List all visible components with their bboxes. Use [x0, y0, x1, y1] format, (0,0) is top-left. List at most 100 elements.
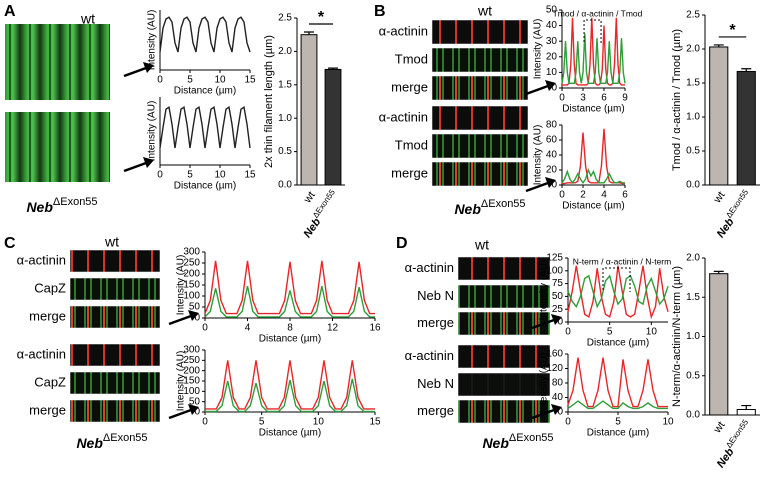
y-axis-label: Intensity (AU): [539, 353, 550, 414]
x-tick-label: 2: [580, 190, 586, 201]
pointer-arrow: [531, 408, 555, 420]
y-tick-label: 0: [194, 313, 200, 324]
category-label: wt: [711, 190, 728, 207]
y-tick-label: 2.5: [686, 10, 700, 21]
mutant-superscript: ΔExon55: [311, 187, 337, 219]
pointer-arrow-head: [551, 404, 562, 415]
channel-label: α-actinin: [379, 23, 428, 38]
x-tick-label: 6: [601, 93, 607, 104]
y-tick-label: 0.0: [686, 410, 700, 421]
mutant-label: NebΔExon55: [76, 432, 147, 451]
mutant-base: Neb: [26, 199, 53, 215]
error-bar: [713, 44, 724, 47]
y-tick-label: 1.0: [686, 112, 700, 123]
profile-line: [562, 128, 625, 185]
y-tick-label: 20: [546, 165, 558, 176]
x-tick-label: 10: [214, 75, 226, 86]
y-tick-label: 2.0: [278, 46, 292, 57]
y-tick-label: 0: [194, 407, 200, 418]
x-tick-label: 5: [615, 417, 621, 428]
bar: [324, 68, 342, 186]
y-tick-label: 125: [546, 253, 563, 264]
y-axis-label: Intensity (AU): [533, 125, 544, 186]
y-tick-label: 300: [183, 345, 200, 356]
micrograph: [431, 133, 529, 159]
y-tick-label: 50: [552, 291, 564, 302]
micrograph: [69, 343, 161, 367]
y-axis-label: Intensity (AU): [147, 101, 158, 162]
error-bar: [741, 68, 752, 72]
y-tick-label: 0.5: [686, 370, 700, 381]
profile-annotation: N-term / α-actinin / N-term: [573, 256, 671, 266]
x-axis-label: Distance (µm): [259, 428, 321, 439]
y-tick-label: 150: [183, 280, 200, 291]
channel-label: Neb N: [417, 376, 454, 391]
y-tick-label: 60: [546, 135, 558, 146]
x-axis-label: Distance (µm): [174, 86, 236, 97]
channel-label: merge: [391, 165, 428, 180]
micrograph: [431, 47, 529, 73]
y-tick-label: 0: [557, 317, 563, 328]
profile-annotation: Tmod / α-actinin / Tmod: [553, 8, 643, 18]
micrograph: [5, 112, 110, 182]
channel-label: α-actinin: [405, 348, 454, 363]
profile-line: [567, 274, 669, 309]
micrograph: [5, 24, 110, 100]
micrograph: [457, 311, 551, 336]
x-tick-label: 4: [601, 190, 607, 201]
annotation-bracket: [583, 19, 602, 44]
x-tick-label: 10: [214, 170, 226, 181]
profile-line: [159, 106, 251, 149]
bar: [709, 273, 729, 416]
channel-label: merge: [417, 403, 454, 418]
error-bar: [328, 67, 338, 70]
x-tick-label: 15: [244, 75, 256, 86]
wt-label: wt: [104, 234, 119, 250]
profile-line: [567, 265, 669, 320]
channel-label: α-actinin: [17, 346, 66, 361]
mutant-superscript: ΔExon55: [509, 432, 554, 444]
mutant-base: Neb: [482, 435, 509, 451]
micrograph: [431, 161, 529, 187]
panel-letter: A: [4, 3, 16, 20]
category-label: wt: [301, 190, 318, 207]
y-tick-label: 0: [557, 407, 563, 418]
bar: [736, 409, 756, 416]
category-label: wt: [711, 420, 728, 437]
y-tick-label: 50: [189, 302, 201, 313]
profile-line: [561, 33, 626, 84]
x-tick-label: 0: [565, 417, 571, 428]
y-tick-label: 40: [546, 150, 558, 161]
x-tick-label: 5: [259, 417, 265, 428]
y-tick-label: 75: [552, 278, 564, 289]
pointer-arrow: [168, 314, 192, 326]
y-tick-label: 0: [551, 83, 557, 94]
profile-line: [204, 285, 375, 318]
error-bar: [741, 404, 752, 410]
pointer-arrow-head: [188, 310, 199, 321]
pointer-arrow: [525, 181, 549, 193]
pointer-arrow-head: [545, 80, 556, 91]
bar: [709, 46, 729, 186]
y-axis-label: Intensity (AU): [539, 260, 550, 321]
mutant-label: NebΔExon55: [26, 196, 97, 215]
y-tick-label: 2.5: [278, 13, 292, 24]
y-tick-label: 25: [552, 304, 564, 315]
pointer-arrow: [531, 318, 555, 330]
pointer-arrow: [525, 84, 549, 96]
mutant-base: Neb: [715, 216, 737, 240]
channel-label: α-actinin: [379, 109, 428, 124]
y-axis-label: Intensity (AU): [147, 10, 158, 71]
pointer-arrow-head: [143, 157, 154, 168]
y-tick-label: 200: [183, 365, 200, 376]
y-tick-label: 100: [183, 291, 200, 302]
mutant-label: NebΔExon55: [482, 432, 553, 451]
x-tick-label: 0: [202, 417, 208, 428]
x-tick-label: 0: [157, 170, 163, 181]
y-axis-label: N-term/α-actinin/N-term (µm): [671, 266, 683, 407]
y-tick-label: 1.5: [278, 79, 292, 90]
channel-label: merge: [391, 79, 428, 94]
micrograph: [431, 105, 529, 131]
mutant-superscript: ΔExon55: [481, 198, 526, 210]
y-tick-label: 1.5: [686, 292, 700, 303]
